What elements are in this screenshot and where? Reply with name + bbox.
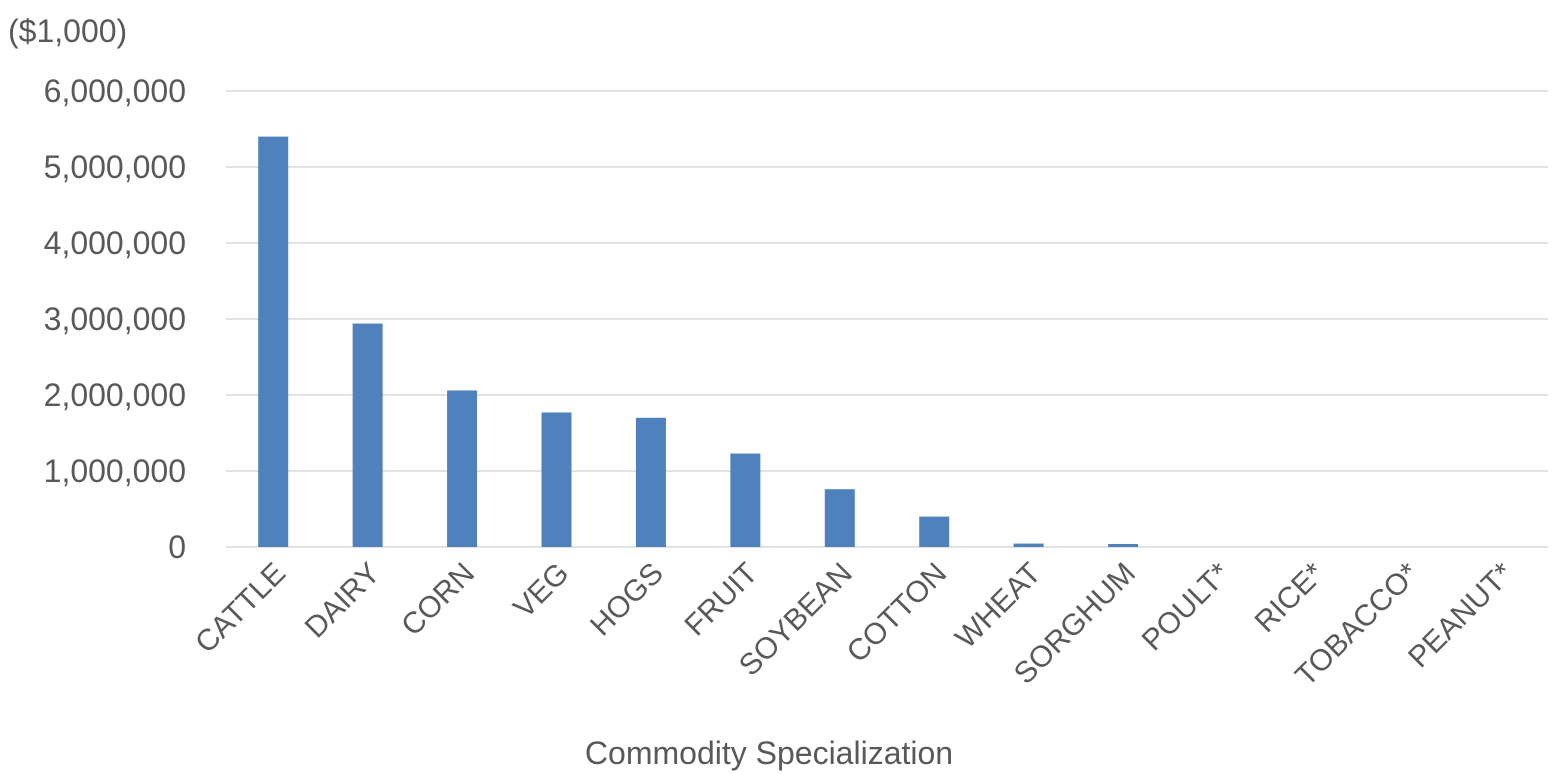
x-tick-label: RICE* <box>1249 556 1332 639</box>
gridlines <box>226 90 1548 548</box>
x-tick-label: CATTLE <box>189 557 292 660</box>
x-tick-label: HOGS <box>584 557 670 643</box>
y-tick-label: 0 <box>168 529 186 565</box>
bar-corn <box>447 390 478 547</box>
y-tick-label: 1,000,000 <box>44 453 186 489</box>
bar-cattle <box>258 136 289 547</box>
x-tick-label: VEG <box>507 557 575 625</box>
x-tick-label: CORN <box>395 557 481 643</box>
bar-fruit <box>730 453 761 547</box>
x-axis-title: Commodity Specialization <box>585 735 953 771</box>
bar-veg <box>541 412 572 547</box>
bar-soybean <box>824 489 855 547</box>
bars <box>258 136 1139 547</box>
y-tick-label: 3,000,000 <box>44 301 186 337</box>
y-tick-label: 6,000,000 <box>44 73 186 109</box>
bar-sorghum <box>1108 543 1139 547</box>
bar-dairy <box>352 323 383 547</box>
x-tick-label: FRUIT <box>679 557 765 643</box>
x-tick-label: POULT* <box>1136 556 1237 657</box>
x-tick-label: PEANUT* <box>1402 556 1520 674</box>
y-tick-label: 4,000,000 <box>44 225 186 261</box>
y-tick-label: 5,000,000 <box>44 149 186 185</box>
bar-hogs <box>635 417 666 547</box>
x-tick-label: DAIRY <box>299 557 387 645</box>
y-unit-label: ($1,000) <box>8 13 127 49</box>
x-tick-label: COTTON <box>841 557 954 670</box>
y-axis-tick-labels: 0 1,000,000 2,000,000 3,000,000 4,000,000 5,0… <box>44 73 186 565</box>
x-axis-tick-labels: CATTLE DAIRY CORN VEG HOGS FRUITSOYBEANCOTTON… <box>189 556 1520 692</box>
bar-cotton <box>919 516 950 547</box>
bar-wheat <box>1013 543 1044 547</box>
y-tick-label: 2,000,000 <box>44 377 186 413</box>
x-tick-label: WHEAT <box>949 557 1047 655</box>
